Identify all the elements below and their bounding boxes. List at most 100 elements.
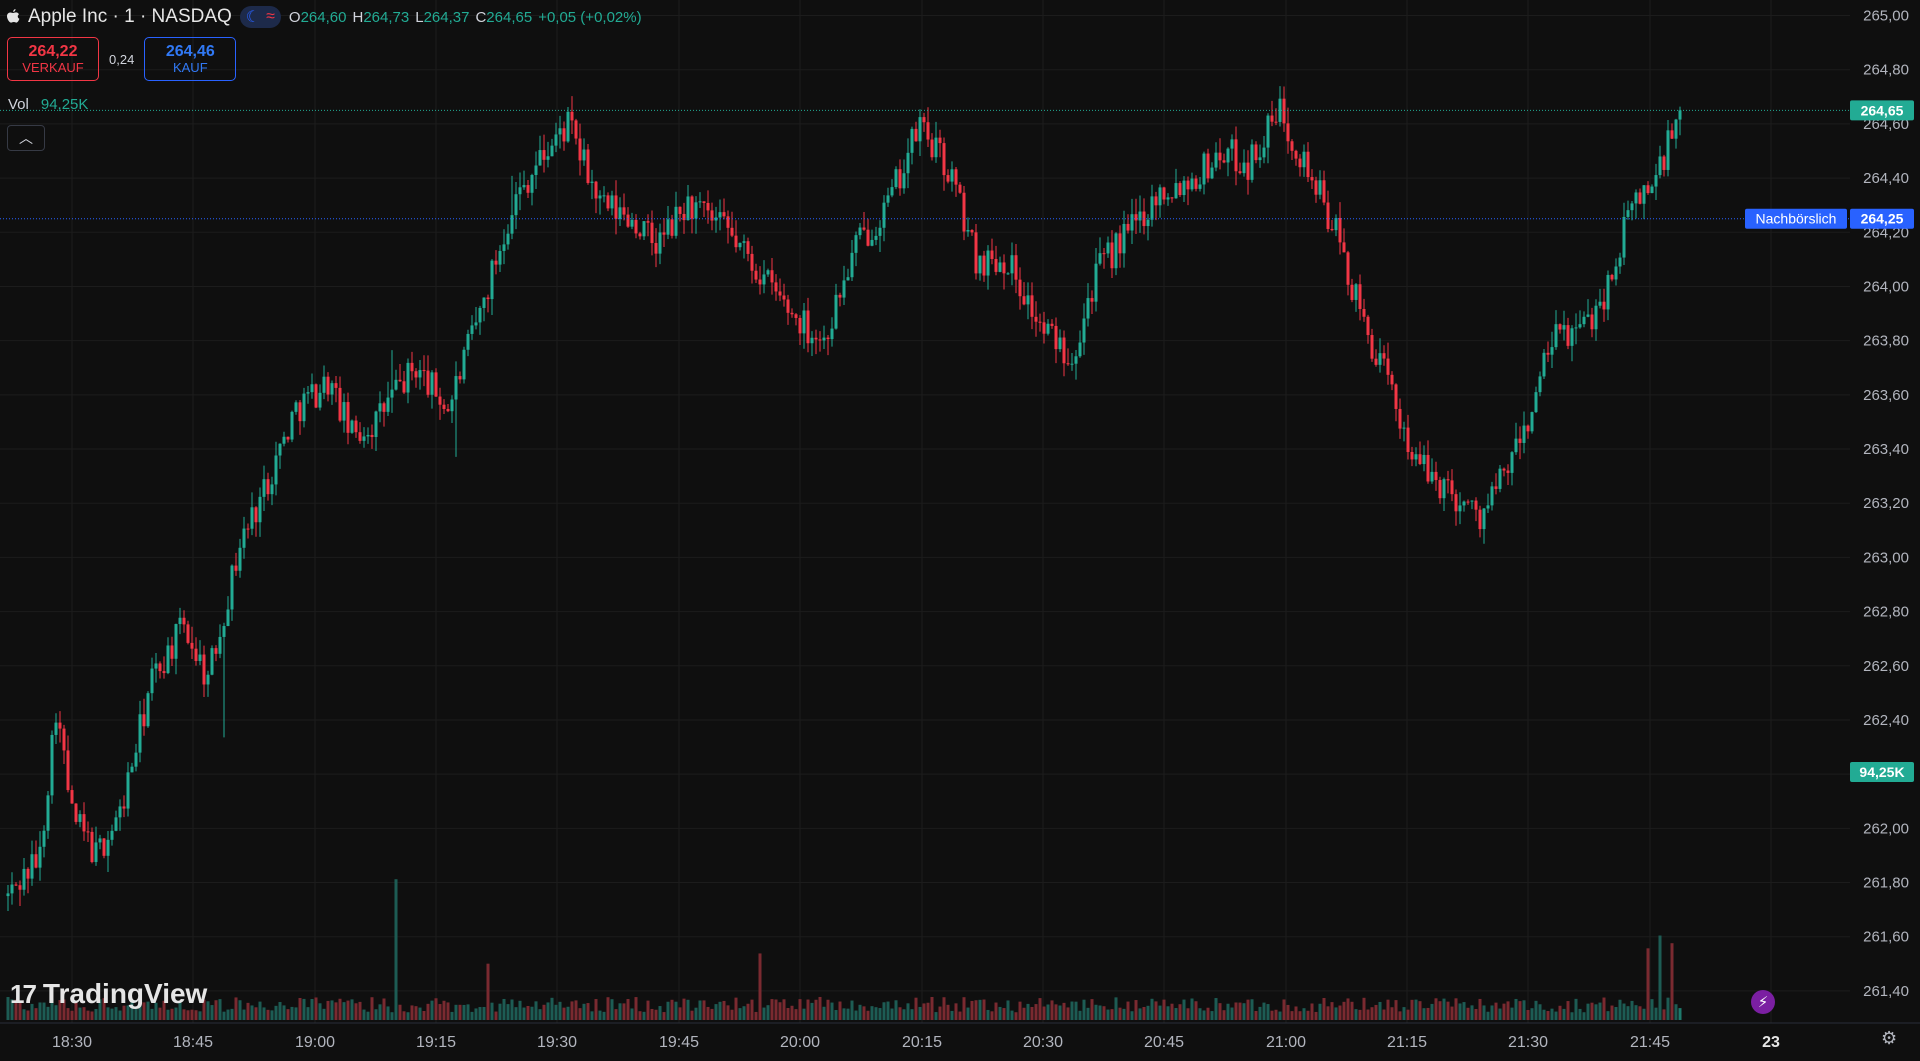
volume-bar [722,1000,726,1020]
candle-body [966,229,970,232]
candle-body [1258,157,1262,161]
candle-body [1022,296,1026,305]
session-status-pill[interactable]: ☾ ≈ [239,6,281,28]
candle-body [1466,501,1470,503]
volume-bar [1262,1002,1266,1020]
volume-bar [594,999,598,1020]
candle-body [150,668,154,694]
candle-body [582,149,586,161]
collapse-legend-button[interactable]: ︿ [7,125,45,151]
candle-body [1134,214,1138,221]
candle-body [854,235,858,253]
candle-body [538,150,542,166]
candle-body [710,210,714,221]
candle-body [1582,316,1586,325]
volume-bar [274,1005,278,1020]
volume-bar [1438,1001,1442,1020]
volume-bar [1614,1006,1618,1020]
volume-bar [462,1004,466,1020]
candle-body [1294,150,1298,159]
candle-body [942,143,946,176]
candle-body [1414,454,1418,460]
volume-bar [1510,1007,1514,1020]
candle-body [550,145,554,157]
candle-body [314,384,318,408]
candle-body [418,370,422,378]
lightning-icon[interactable]: ⚡ [1751,990,1775,1014]
candle-body [982,255,986,276]
buy-button[interactable]: 264,46 KAUF [144,37,237,81]
candle-body [1650,186,1654,194]
volume-bar [582,1003,586,1020]
volume-bar [1558,1005,1562,1020]
candle-body [554,134,558,146]
volume-bar [226,1009,230,1020]
sell-label: VERKAUF [22,59,84,75]
time-tick-label: 23 [1762,1034,1780,1051]
volume-bar [1338,1005,1342,1020]
volume-bar [1450,1006,1454,1020]
volume-bar [1566,1001,1570,1020]
volume-bar [390,1012,394,1020]
volume-legend[interactable]: Vol 94,25K [8,96,88,113]
price-axis[interactable]: 265,00264,80264,60264,40264,20264,00263,… [1850,0,1920,1023]
volume-bar [38,1002,42,1020]
volume-bar [898,1007,902,1020]
candle-body [1122,223,1126,254]
volume-bar [1334,1007,1338,1020]
candle-body [66,750,70,791]
candle-body [1094,263,1098,302]
time-tick-label: 19:30 [537,1034,577,1051]
candle-body [1162,187,1166,200]
volume-bar [1562,1008,1566,1020]
volume-bar [190,1009,194,1020]
candle-body [1550,347,1554,355]
volume-bar [110,1008,114,1020]
volume-bar [1126,1001,1130,1020]
volume-bar [1542,1009,1546,1020]
candle-body [642,221,646,237]
volume-bar [1486,1011,1490,1020]
volume-bar [982,999,986,1020]
candle-body [286,436,290,440]
volume-bar [410,1005,414,1020]
candle-body [830,328,834,340]
time-axis[interactable]: 18:30 18:45 19:00 19:15 19:30 19:45 20:00 20:15… [0,1022,1920,1061]
volume-bar [438,1004,442,1020]
volume-bar [1678,1008,1682,1020]
candle-body [1474,500,1478,510]
volume-bar [1666,997,1670,1020]
volume-bar [1502,1003,1506,1020]
candle-body [686,196,690,221]
trade-buttons: 264,22 VERKAUF 0,24 264,46 KAUF [7,37,237,81]
candle-body [1338,217,1342,243]
volume-bar [902,1009,906,1020]
volume-bar [350,999,354,1020]
volume-bar [106,1007,110,1020]
candle-body [1450,480,1454,495]
candle-body [722,212,726,217]
candle-body [790,312,794,315]
volume-bar [694,1007,698,1020]
symbol-title[interactable]: Apple Inc · 1 · NASDAQ [28,6,232,27]
volume-bar [1102,1006,1106,1020]
candle-body [1678,110,1682,120]
volume-bar [1350,1001,1354,1020]
sell-button[interactable]: 264,22 VERKAUF [7,37,99,81]
candle-body [1494,486,1498,489]
volume-bar [1530,1008,1534,1020]
candle-body [826,337,830,340]
candle-body [598,195,602,199]
candle-body [266,479,270,495]
volume-bar [378,1004,382,1020]
volume-bar [282,1005,286,1020]
candle-body [1546,352,1550,355]
candle-body [1226,148,1230,163]
settings-gear-icon[interactable]: ⚙ [1881,1028,1898,1048]
candle-body [1526,425,1530,432]
candle-body [1214,152,1218,168]
volume-bar [202,999,206,1020]
volume-bar [690,1010,694,1020]
tradingview-logo[interactable]: 17 TradingView [10,978,207,1010]
